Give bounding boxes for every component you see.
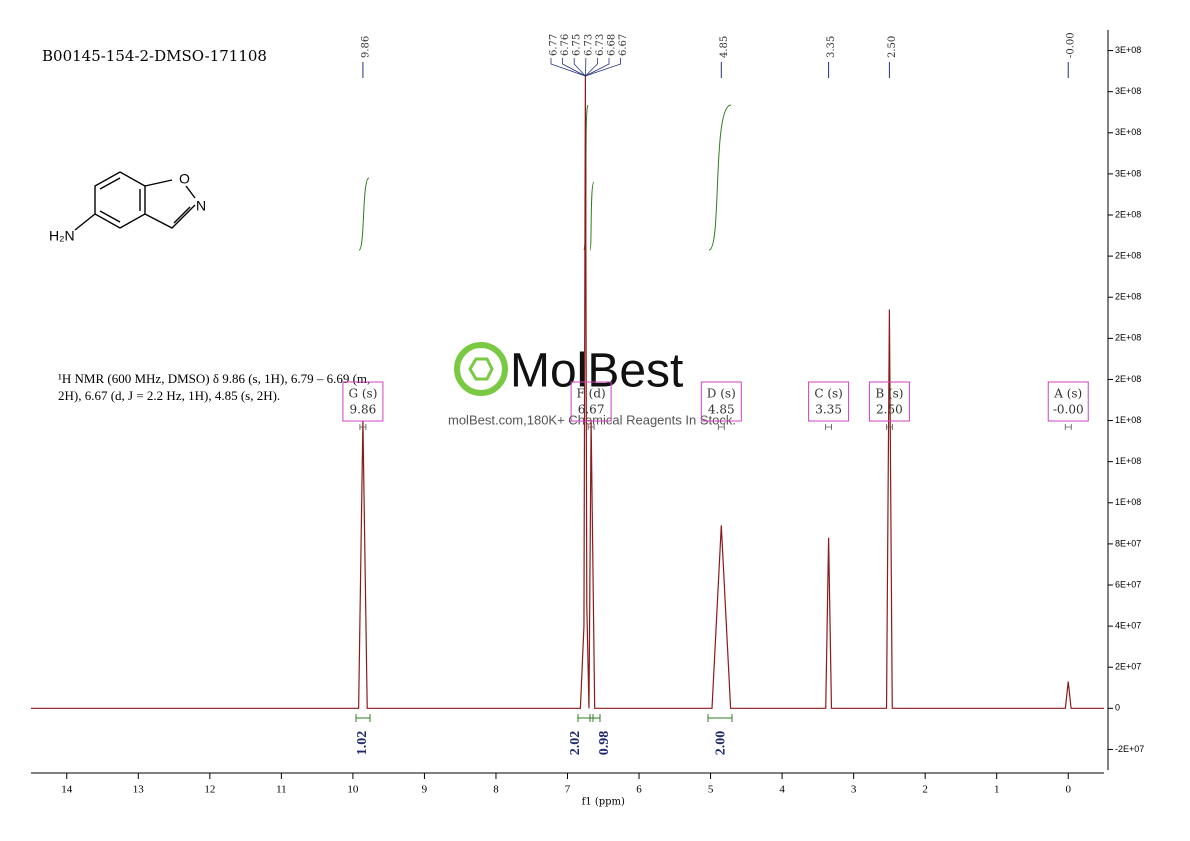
y-tick-label: 2E+08 bbox=[1115, 292, 1141, 302]
x-tick-label: 9 bbox=[422, 784, 428, 796]
peak-label: 6.77 bbox=[549, 34, 560, 56]
multiplet-marker bbox=[587, 424, 595, 430]
integral-label: 2.02 bbox=[568, 731, 583, 756]
peak-pointer bbox=[585, 58, 621, 77]
x-tick-label: 0 bbox=[1065, 784, 1071, 796]
integral-bracket bbox=[355, 714, 371, 722]
y-tick-label: -2E+07 bbox=[1115, 744, 1144, 754]
multiplet-label: D (s) bbox=[707, 387, 736, 401]
multiplet-shift: 3.35 bbox=[815, 403, 842, 417]
multiplet-label: A (s) bbox=[1053, 387, 1082, 401]
x-tick-label: 2 bbox=[922, 784, 928, 796]
multiplet-box bbox=[342, 381, 384, 422]
y-tick-label: 1E+08 bbox=[1115, 415, 1141, 425]
x-tick-label: 4 bbox=[779, 784, 785, 796]
peak-label: 6.67 bbox=[618, 34, 629, 56]
x-tick-label: 7 bbox=[565, 784, 571, 796]
y-tick-label: 2E+08 bbox=[1115, 209, 1141, 219]
watermark-tagline: molBest.com,180K+ Chemical Reagents In S… bbox=[448, 412, 736, 427]
y-tick-label: 1E+08 bbox=[1115, 497, 1141, 507]
peak-label: 6.73 bbox=[583, 34, 594, 56]
multiplet-marker bbox=[717, 424, 725, 430]
integral-label: 2.00 bbox=[714, 731, 729, 756]
multiplet-box bbox=[868, 381, 910, 422]
x-tick-label: 8 bbox=[493, 784, 499, 796]
multiplet-marker bbox=[1064, 424, 1072, 430]
multiplet-shift: 2.50 bbox=[876, 403, 903, 417]
x-tick-label: 13 bbox=[133, 784, 145, 796]
y-tick-label: 4E+07 bbox=[1115, 620, 1141, 630]
atom-label: H₂N bbox=[49, 228, 75, 244]
y-tick-label: 2E+08 bbox=[1115, 333, 1141, 343]
nmr-description: ¹H NMR (600 MHz, DMSO) δ 9.86 (s, 1H), 6… bbox=[58, 371, 370, 386]
peak-label: 6.73 bbox=[595, 34, 606, 56]
multiplet-box bbox=[570, 381, 612, 422]
peak-pointer bbox=[550, 58, 586, 77]
peak-label: -0.00 bbox=[1066, 32, 1077, 58]
multiplet-marker bbox=[825, 424, 832, 430]
x-tick-label: 1 bbox=[994, 784, 1000, 796]
y-tick-label: 3E+08 bbox=[1115, 127, 1141, 137]
multiplet-label: G (s) bbox=[348, 387, 377, 401]
x-tick-label: 10 bbox=[347, 784, 359, 796]
integral-curve bbox=[358, 104, 732, 251]
x-tick-label: 12 bbox=[204, 784, 215, 796]
peak-label: 9.86 bbox=[360, 36, 371, 58]
watermark-brand: MolBest bbox=[510, 345, 683, 398]
y-tick-label: 2E+08 bbox=[1115, 374, 1141, 384]
y-tick-label: 2E+07 bbox=[1115, 662, 1141, 672]
y-tick-label: 3E+08 bbox=[1115, 168, 1141, 178]
atom-label: N bbox=[196, 198, 206, 214]
integral-label: 1.02 bbox=[355, 731, 370, 756]
x-tick-label: 14 bbox=[61, 784, 73, 796]
y-tick-label: 1E+08 bbox=[1115, 456, 1141, 466]
multiplet-shift: 9.86 bbox=[350, 403, 377, 417]
y-tick-label: 6E+07 bbox=[1115, 579, 1141, 589]
x-axis-label: f1 (ppm) bbox=[582, 797, 625, 808]
peak-label: 6.76 bbox=[560, 34, 571, 56]
chart-title: B00145-154-2-DMSO-171108 bbox=[42, 47, 267, 65]
peak-pointer bbox=[585, 58, 610, 77]
multiplet-shift: 4.85 bbox=[708, 403, 735, 417]
multiplet-shift: -0.00 bbox=[1053, 403, 1084, 417]
x-tick-label: 11 bbox=[276, 784, 287, 796]
nmr-description: 2H), 6.67 (d, J = 2.2 Hz, 1H), 4.85 (s, … bbox=[58, 388, 280, 403]
y-tick-label: 2E+08 bbox=[1115, 250, 1141, 260]
multiplet-label: C (s) bbox=[814, 387, 843, 401]
multiplet-box bbox=[1047, 381, 1089, 422]
peak-label: 3.35 bbox=[826, 36, 837, 58]
peak-pointer bbox=[573, 58, 586, 77]
atom-label: O bbox=[179, 171, 190, 187]
peak-label: 2.50 bbox=[887, 36, 898, 58]
multiplet-marker bbox=[886, 424, 893, 430]
watermark-logo bbox=[454, 342, 508, 396]
multiplet-marker bbox=[359, 424, 367, 430]
multiplet-box bbox=[700, 381, 742, 422]
integral-bracket bbox=[589, 714, 601, 722]
peak-pointer bbox=[585, 58, 598, 77]
x-tick-label: 3 bbox=[851, 784, 857, 796]
integral-bracket bbox=[707, 714, 733, 722]
peak-label: 4.85 bbox=[719, 36, 730, 58]
peak-label: 6.68 bbox=[607, 34, 618, 56]
peak-label: 6.75 bbox=[572, 34, 583, 56]
x-tick-label: 6 bbox=[636, 784, 642, 796]
y-tick-label: 3E+08 bbox=[1115, 45, 1141, 55]
multiplet-label: B (s) bbox=[875, 387, 903, 401]
integral-label: 0.98 bbox=[597, 731, 612, 756]
peak-pointer bbox=[562, 58, 586, 77]
spectrum-line bbox=[31, 75, 1104, 709]
x-tick-label: 5 bbox=[708, 784, 714, 796]
y-tick-label: 3E+08 bbox=[1115, 86, 1141, 96]
multiplet-shift: 6.67 bbox=[578, 403, 605, 417]
y-tick-label: 8E+07 bbox=[1115, 538, 1141, 548]
multiplet-box bbox=[808, 381, 850, 422]
multiplet-label: F (d) bbox=[577, 387, 606, 401]
structure bbox=[74, 171, 196, 231]
y-tick-label: 0 bbox=[1115, 703, 1120, 713]
